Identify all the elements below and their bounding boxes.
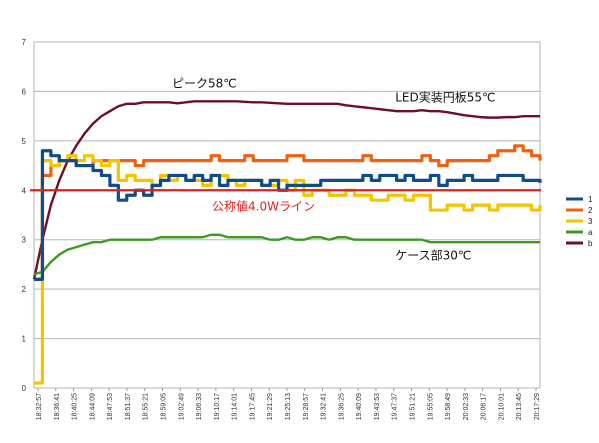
legend-swatch-a	[566, 230, 583, 234]
x-tick-label: 18:47:53	[107, 393, 114, 420]
x-tick-label: 19:17:45	[249, 393, 256, 420]
annotation-label: ケース部30℃	[395, 247, 471, 262]
y-tick-label: 0	[22, 384, 27, 393]
x-tick-label: 19:32:41	[321, 393, 328, 420]
x-tick-label: 19:06:33	[196, 393, 203, 420]
series-line-a	[33, 233, 540, 276]
legend: 1 2 3 ab	[566, 195, 593, 248]
x-tick-label: 20:06:17	[481, 393, 488, 420]
legend-swatch-2	[566, 208, 583, 212]
annotation-label: ピーク58℃	[172, 76, 237, 90]
legend-swatch-3	[566, 219, 583, 223]
x-tick-label: 18:32:57	[36, 393, 43, 420]
x-tick-label: 18:59:05	[161, 393, 168, 420]
x-tick-label: 19:02:49	[178, 393, 185, 420]
legend-label: 2	[588, 206, 593, 215]
x-tick-label: 20:17:29	[534, 393, 541, 420]
series-line-b	[32, 100, 540, 280]
x-tick-label: 19:28:57	[303, 393, 310, 420]
legend-label: a	[588, 228, 593, 237]
reference-line-label: 公称値4.0Wライン	[212, 198, 315, 213]
y-tick-label: 4	[22, 186, 27, 195]
series-line-3	[34, 154, 542, 385]
x-tick-label: 19:58:49	[445, 393, 452, 420]
legend-label: 3	[588, 217, 593, 226]
y-tick-label: 1	[22, 335, 27, 344]
x-tick-label: 19:21:29	[267, 393, 274, 420]
x-tick-label: 19:40:09	[356, 393, 363, 420]
x-tick-label: 18:44:09	[89, 393, 96, 420]
x-axis-ticks: 18:32:57 18:36:41 18:40:25 18:44:09 18:47:53…	[36, 388, 541, 420]
x-tick-label: 19:25:13	[285, 393, 292, 420]
x-tick-label: 18:36:41	[54, 393, 61, 420]
x-tick-label: 18:51:37	[125, 393, 132, 420]
x-tick-label: 19:10:17	[214, 393, 221, 420]
x-tick-label: 20:10:01	[498, 393, 505, 420]
y-axis-ticks: 0 1 2 3 4 5 6 7	[22, 38, 27, 393]
x-tick-label: 19:51:21	[410, 393, 417, 420]
x-tick-label: 19:36:25	[338, 393, 345, 420]
x-tick-label: 19:55:05	[427, 393, 434, 420]
y-tick-label: 7	[22, 38, 27, 47]
legend-label: 1	[588, 195, 593, 204]
x-tick-label: 19:14:01	[232, 393, 239, 420]
x-tick-label: 19:43:53	[374, 393, 381, 420]
y-tick-label: 5	[22, 137, 27, 146]
y-tick-label: 6	[22, 87, 27, 96]
y-tick-label: 2	[22, 285, 27, 294]
series-line-1	[34, 149, 542, 281]
x-tick-label: 18:55:21	[143, 393, 150, 420]
x-tick-label: 20:13:45	[516, 393, 523, 420]
reference-line-group: 公称値4.0Wライン	[30, 189, 541, 213]
annotations: ピーク58℃ LED実装円板55℃ ケース部30℃	[172, 76, 496, 262]
annotation-label: LED実装円板55℃	[395, 89, 495, 104]
legend-swatch-1	[566, 197, 583, 201]
x-tick-label: 19:47:37	[392, 393, 399, 420]
legend-swatch-b	[566, 241, 583, 245]
series-lines	[32, 100, 542, 385]
legend-label: b	[588, 239, 593, 248]
y-tick-label: 3	[22, 236, 27, 245]
x-tick-label: 20:02:33	[463, 393, 470, 420]
x-tick-label: 18:40:25	[72, 393, 79, 420]
